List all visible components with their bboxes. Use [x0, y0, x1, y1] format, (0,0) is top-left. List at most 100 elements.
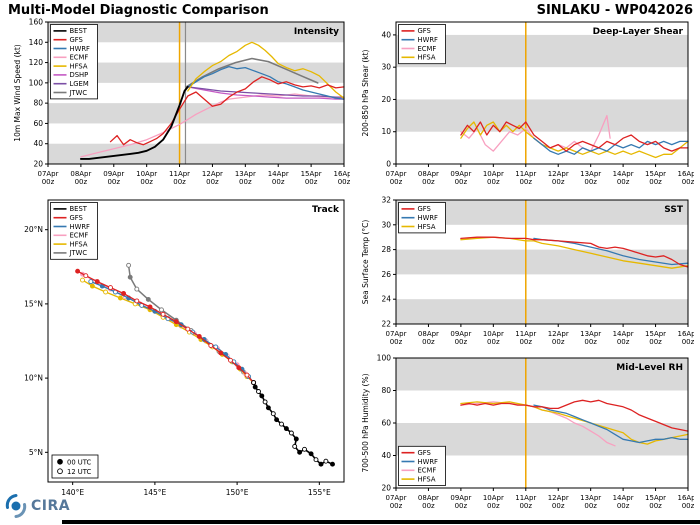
- y-axis: 22 24 26 28 30 32: [381, 196, 396, 329]
- footer-bar: [62, 520, 700, 524]
- svg-text:155°E: 155°E: [308, 488, 331, 497]
- svg-text:16Apr: 16Apr: [677, 330, 694, 338]
- svg-text:12 UTC: 12 UTC: [67, 468, 92, 476]
- svg-text:GFS: GFS: [418, 205, 431, 213]
- series-BEST-markers: [251, 380, 335, 467]
- svg-text:GFS: GFS: [418, 449, 431, 457]
- svg-text:11Apr: 11Apr: [515, 170, 536, 178]
- svg-text:GFS: GFS: [418, 27, 431, 35]
- svg-text:14Apr: 14Apr: [613, 330, 634, 338]
- svg-text:08Apr: 08Apr: [418, 170, 439, 178]
- svg-text:60: 60: [33, 119, 43, 128]
- svg-text:00z: 00z: [649, 178, 662, 186]
- series-HWRF: [533, 404, 689, 444]
- shade-band: [396, 358, 688, 391]
- svg-text:40: 40: [381, 30, 391, 39]
- svg-text:14Apr: 14Apr: [613, 170, 634, 178]
- svg-text:07Apr: 07Apr: [385, 170, 406, 178]
- svg-text:00z: 00z: [422, 502, 435, 510]
- series-GFS: [109, 76, 345, 146]
- svg-text:20: 20: [33, 160, 43, 169]
- svg-text:08Apr: 08Apr: [418, 494, 439, 502]
- svg-text:160: 160: [29, 18, 44, 27]
- svg-text:00z: 00z: [519, 338, 532, 346]
- svg-text:13Apr: 13Apr: [580, 494, 601, 502]
- svg-text:22: 22: [381, 320, 391, 329]
- svg-text:JTWC: JTWC: [69, 89, 88, 97]
- svg-text:00z: 00z: [422, 338, 435, 346]
- series-JTWC: [185, 57, 319, 88]
- svg-text:12Apr: 12Apr: [548, 170, 569, 178]
- panel-title: Intensity: [294, 27, 339, 37]
- svg-text:00z: 00z: [140, 178, 153, 186]
- svg-text:00z: 00z: [552, 178, 565, 186]
- svg-text:10Apr: 10Apr: [483, 170, 504, 178]
- svg-text:00z: 00z: [390, 502, 403, 510]
- y-axis: 0 10 20 30 40: [381, 30, 396, 169]
- shade-band: [396, 249, 688, 275]
- x-axis: 07Apr00z08Apr00z09Apr00z10Apr00z11Apr00z…: [37, 164, 355, 186]
- svg-text:ECMF: ECMF: [70, 232, 89, 240]
- svg-text:00z: 00z: [338, 178, 350, 186]
- svg-text:HFSA: HFSA: [418, 54, 436, 62]
- svg-text:ECMF: ECMF: [418, 45, 437, 53]
- svg-text:20: 20: [381, 95, 391, 104]
- svg-text:13Apr: 13Apr: [235, 170, 256, 178]
- svg-text:09Apr: 09Apr: [450, 330, 471, 338]
- svg-text:0: 0: [386, 160, 391, 169]
- svg-text:HFSA: HFSA: [418, 475, 436, 483]
- svg-text:11Apr: 11Apr: [515, 330, 536, 338]
- svg-text:07Apr: 07Apr: [37, 170, 58, 178]
- svg-text:00z: 00z: [617, 338, 630, 346]
- svg-text:10Apr: 10Apr: [483, 494, 504, 502]
- svg-text:ECMF: ECMF: [70, 54, 89, 62]
- svg-text:09Apr: 09Apr: [450, 494, 471, 502]
- svg-text:00z: 00z: [272, 178, 285, 186]
- svg-text:11Apr: 11Apr: [515, 494, 536, 502]
- utc-legend: 00 UTC 12 UTC: [51, 454, 99, 479]
- svg-text:40: 40: [33, 139, 43, 148]
- svg-text:BEST: BEST: [70, 27, 88, 35]
- track-panel: 5°N 10°N 15°N 20°N 140°E 145°E 150°E 155°E Track…: [8, 194, 350, 512]
- shear-panel: 0 10 20 30 40 07Apr 00z 08Apr 00z 09Apr 00z 10Apr 00…: [356, 16, 699, 194]
- series-GFS-markers: [75, 268, 257, 386]
- svg-text:00z: 00z: [682, 502, 694, 510]
- svg-text:00z: 00z: [617, 502, 630, 510]
- svg-text:00z: 00z: [552, 502, 565, 510]
- svg-text:00z: 00z: [107, 178, 120, 186]
- svg-text:12Apr: 12Apr: [548, 494, 569, 502]
- intensity-panel: 20 40 60 80 100 120 140 160 07Apr 00z 08Apr 00z 09Ap…: [8, 16, 355, 194]
- svg-text:00z: 00z: [552, 338, 565, 346]
- svg-text:00z: 00z: [239, 178, 252, 186]
- svg-text:13Apr: 13Apr: [580, 330, 601, 338]
- svg-text:15Apr: 15Apr: [645, 330, 666, 338]
- page-title: Multi-Model Diagnostic Comparison: [8, 3, 269, 18]
- y-axis: 20 40 60 80 100 120 140 160: [29, 18, 48, 169]
- x-axis: 07Apr00z08Apr00z09Apr00z10Apr00z11Apr00z…: [385, 488, 699, 510]
- svg-text:00z: 00z: [487, 338, 500, 346]
- svg-text:30: 30: [381, 220, 391, 229]
- svg-text:16Apr: 16Apr: [677, 494, 694, 502]
- svg-text:15Apr: 15Apr: [645, 494, 666, 502]
- svg-text:15Apr: 15Apr: [301, 170, 322, 178]
- cira-swirl-icon: [5, 494, 27, 518]
- svg-text:10: 10: [381, 127, 391, 136]
- svg-text:00z: 00z: [422, 178, 435, 186]
- y-axis-label: 10m Max Wind Speed (kt): [13, 44, 22, 141]
- svg-text:00z: 00z: [455, 178, 468, 186]
- svg-text:HWRF: HWRF: [418, 36, 439, 44]
- svg-text:00z: 00z: [487, 178, 500, 186]
- shade-band: [48, 62, 344, 83]
- svg-text:150°E: 150°E: [226, 488, 249, 497]
- x-axis: 140°E 145°E 150°E 155°E: [61, 482, 331, 497]
- svg-text:LGEM: LGEM: [70, 80, 89, 88]
- svg-text:00z: 00z: [455, 338, 468, 346]
- svg-text:100: 100: [29, 78, 44, 87]
- svg-text:00z: 00z: [682, 338, 694, 346]
- svg-text:11Apr: 11Apr: [169, 170, 190, 178]
- svg-text:08Apr: 08Apr: [70, 170, 91, 178]
- svg-text:14Apr: 14Apr: [268, 170, 289, 178]
- series-DSHP: [187, 86, 345, 100]
